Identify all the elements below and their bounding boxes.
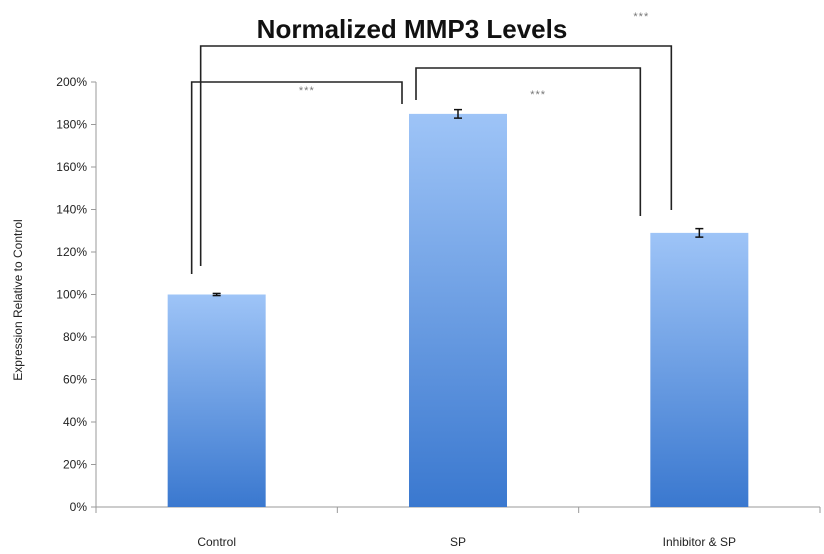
- y-tick-label: 40%: [63, 415, 87, 429]
- y-axis-title: Expression Relative to Control: [11, 219, 25, 380]
- x-tick-label: SP: [450, 535, 466, 549]
- y-tick-label: 0%: [70, 500, 88, 514]
- plot-area: 0% 20% 40% 60% 80% 100% 120% 140% 160% 180% 200% Co…: [56, 11, 821, 549]
- y-tick-label: 160%: [56, 160, 87, 174]
- significance-bracket: [190, 81, 403, 274]
- x-tick-label: Inhibitor & SP: [663, 535, 736, 549]
- bar: [167, 294, 266, 507]
- bar: [409, 113, 507, 507]
- bar: [650, 232, 749, 507]
- y-tick-label: 140%: [56, 203, 87, 217]
- significance-bracket: [415, 67, 642, 216]
- significance-label: ***: [299, 85, 315, 97]
- significance-label: ***: [633, 11, 649, 23]
- y-tick-label: 100%: [56, 288, 87, 302]
- y-tick-label: 60%: [63, 373, 87, 387]
- y-tick-label: 20%: [63, 458, 87, 472]
- chart-title: Normalized MMP3 Levels: [257, 14, 568, 44]
- y-tick-label: 200%: [56, 75, 87, 89]
- y-tick-label: 180%: [56, 118, 87, 132]
- significance-bracket: [199, 45, 673, 266]
- y-tick-label: 80%: [63, 330, 87, 344]
- x-tick-label: Control: [197, 535, 236, 549]
- significance-label: ***: [530, 89, 546, 101]
- y-tick-label: 120%: [56, 245, 87, 259]
